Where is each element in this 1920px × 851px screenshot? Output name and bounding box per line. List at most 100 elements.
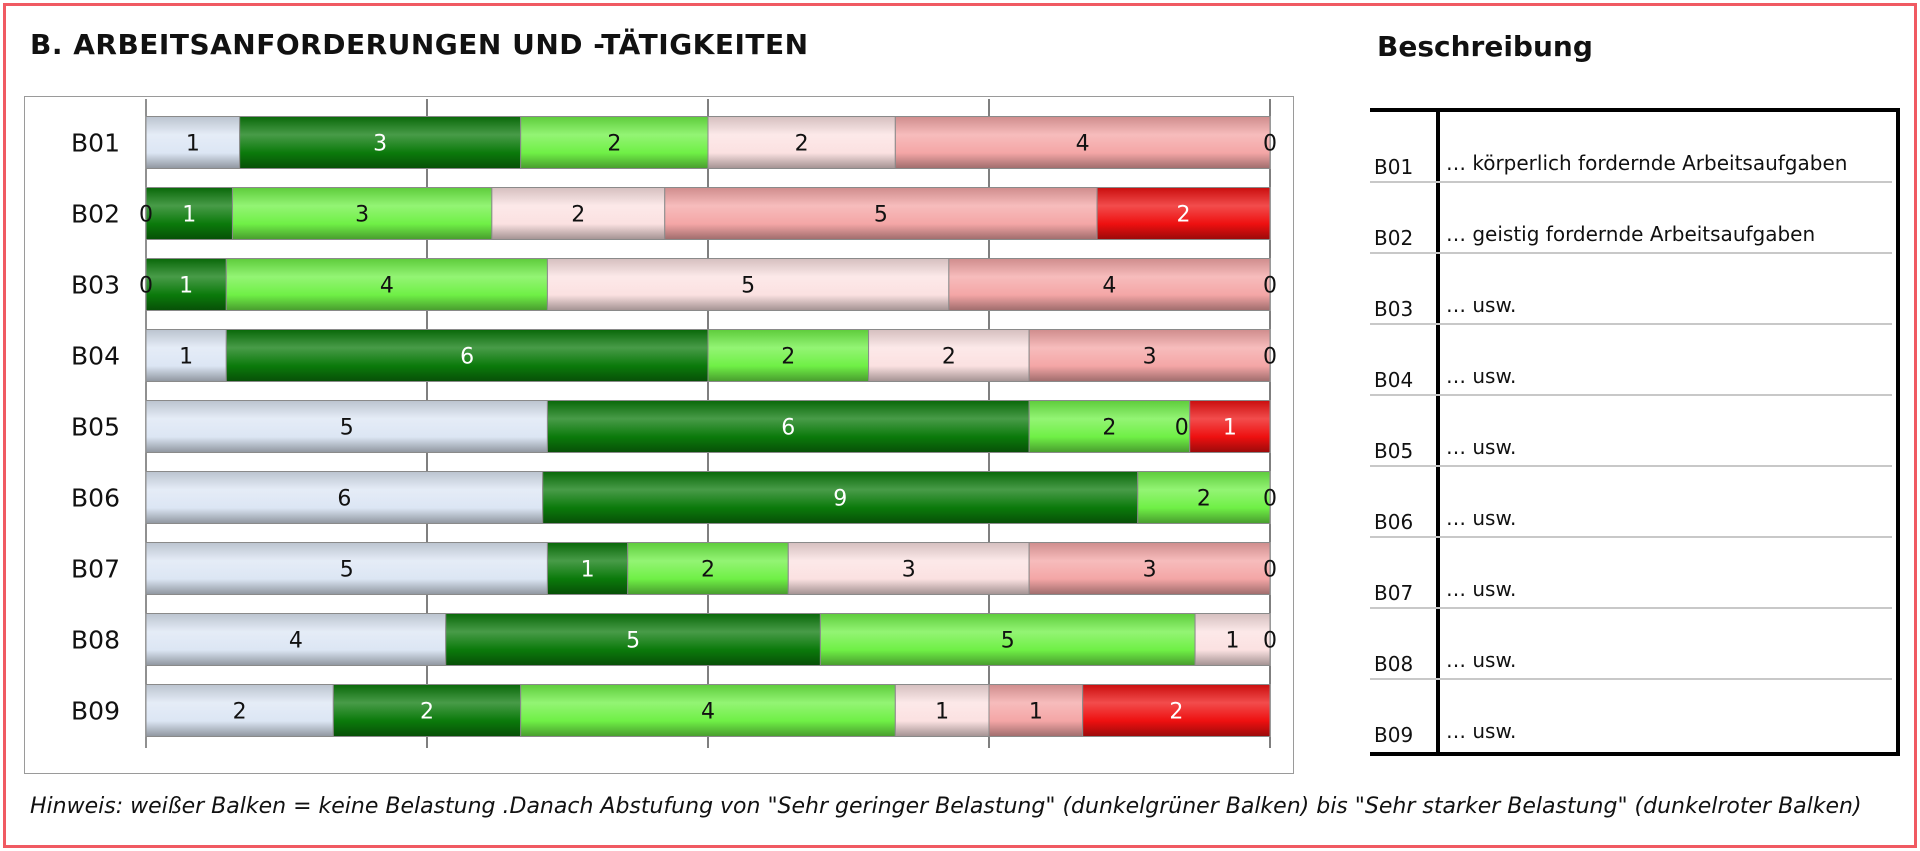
bar-segment bbox=[1082, 684, 1271, 737]
row-divider bbox=[1370, 607, 1892, 609]
bar-segment bbox=[1189, 400, 1271, 453]
row-description: … usw. bbox=[1446, 364, 1517, 388]
row-code: B08 bbox=[1374, 652, 1414, 676]
bar-segment bbox=[1137, 471, 1271, 524]
row-description: … usw. bbox=[1446, 293, 1517, 317]
data-label: 1 bbox=[182, 203, 196, 228]
data-label: 3 bbox=[1143, 558, 1157, 583]
data-label: 2 bbox=[1177, 203, 1191, 228]
data-label: 5 bbox=[340, 558, 354, 583]
category-label: B01 bbox=[71, 129, 120, 158]
data-label: 4 bbox=[289, 629, 303, 654]
category-label: B03 bbox=[71, 271, 120, 300]
data-label: 4 bbox=[701, 700, 715, 725]
bar-segment bbox=[145, 471, 544, 524]
row-description: … usw. bbox=[1446, 435, 1517, 459]
table-row: B04 … usw. bbox=[1370, 325, 1892, 396]
bar-segment bbox=[225, 258, 548, 311]
bar-segment bbox=[894, 116, 1271, 169]
table-row: B09 … usw. bbox=[1370, 680, 1892, 751]
bar-segment bbox=[787, 542, 1030, 595]
bar-segment bbox=[542, 471, 1139, 524]
row-divider bbox=[1370, 536, 1892, 538]
bar-segment bbox=[520, 684, 896, 737]
data-label: 0 bbox=[1263, 274, 1277, 299]
row-description: … usw. bbox=[1446, 506, 1517, 530]
row-divider bbox=[1370, 323, 1892, 325]
data-label: 3 bbox=[355, 203, 369, 228]
description-title: Beschreibung bbox=[1377, 30, 1593, 63]
data-label: 4 bbox=[1076, 132, 1090, 157]
row-divider bbox=[1370, 465, 1892, 467]
data-label: 5 bbox=[874, 203, 888, 228]
bar-segment bbox=[145, 613, 447, 666]
data-label: 2 bbox=[795, 132, 809, 157]
bar-segment bbox=[239, 116, 522, 169]
data-label: 2 bbox=[607, 132, 621, 157]
data-label: 6 bbox=[460, 345, 474, 370]
data-label: 1 bbox=[935, 700, 949, 725]
bar-segment bbox=[1028, 542, 1271, 595]
data-label: 5 bbox=[626, 629, 640, 654]
bar-segment bbox=[546, 542, 629, 595]
bar-segment bbox=[664, 187, 1098, 240]
data-label: 2 bbox=[233, 700, 247, 725]
row-description: … geistig fordernde Arbeitsaufgaben bbox=[1446, 222, 1816, 246]
bar-segment bbox=[491, 187, 666, 240]
data-label: 0 bbox=[1263, 132, 1277, 157]
bar-segment bbox=[225, 329, 709, 382]
data-label: 6 bbox=[781, 416, 795, 441]
table-divider bbox=[1436, 112, 1440, 752]
bar-segment bbox=[627, 542, 789, 595]
data-label: 1 bbox=[186, 132, 200, 157]
row-code: B05 bbox=[1374, 439, 1414, 463]
data-label: 6 bbox=[337, 487, 351, 512]
data-label: 9 bbox=[833, 487, 847, 512]
row-description: … usw. bbox=[1446, 577, 1517, 601]
data-label: 0 bbox=[1263, 487, 1277, 512]
bar-segment bbox=[145, 329, 227, 382]
bar-segment bbox=[520, 116, 709, 169]
data-label: 1 bbox=[1223, 416, 1237, 441]
bar-segment bbox=[707, 116, 896, 169]
bar-segment bbox=[1096, 187, 1271, 240]
data-label: 2 bbox=[781, 345, 795, 370]
data-label: 1 bbox=[581, 558, 595, 583]
row-code: B01 bbox=[1374, 155, 1414, 179]
data-label: 1 bbox=[179, 345, 193, 370]
data-label: 2 bbox=[571, 203, 585, 228]
category-label: B08 bbox=[71, 626, 120, 655]
data-label: 1 bbox=[1029, 700, 1043, 725]
bar-segment bbox=[145, 187, 233, 240]
bar-segment bbox=[1028, 400, 1191, 453]
table-row: B06 … usw. bbox=[1370, 467, 1892, 538]
outer-frame bbox=[3, 3, 1917, 848]
footnote: Hinweis: weißer Balken = keine Belastung… bbox=[30, 794, 1862, 819]
data-label: 0 bbox=[1263, 558, 1277, 583]
row-divider bbox=[1370, 394, 1892, 396]
data-label: 2 bbox=[1197, 487, 1211, 512]
bar-segment bbox=[145, 400, 548, 453]
bar-segment bbox=[145, 258, 227, 311]
bar-segment bbox=[445, 613, 821, 666]
category-label: B05 bbox=[71, 413, 120, 442]
data-label: 1 bbox=[1226, 629, 1240, 654]
category-label: B07 bbox=[71, 555, 120, 584]
data-label: 3 bbox=[373, 132, 387, 157]
bar-segment bbox=[145, 116, 241, 169]
data-label: 5 bbox=[1001, 629, 1015, 654]
row-description: … usw. bbox=[1446, 719, 1517, 743]
table-row: B05 … usw. bbox=[1370, 396, 1892, 467]
bar-segment bbox=[1194, 613, 1271, 666]
bar-segment bbox=[1028, 329, 1271, 382]
table-row: B07 … usw. bbox=[1370, 538, 1892, 609]
category-label: B09 bbox=[71, 697, 120, 726]
row-divider bbox=[1370, 181, 1892, 183]
bar-segment bbox=[819, 613, 1196, 666]
data-label: 4 bbox=[1102, 274, 1116, 299]
row-description: … usw. bbox=[1446, 648, 1517, 672]
row-code: B06 bbox=[1374, 510, 1414, 534]
bar-segment bbox=[546, 400, 1030, 453]
row-code: B02 bbox=[1374, 226, 1414, 250]
